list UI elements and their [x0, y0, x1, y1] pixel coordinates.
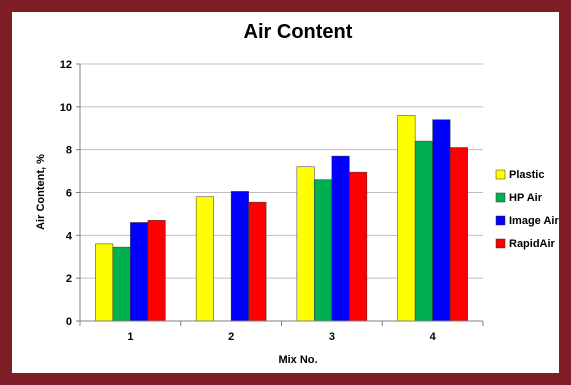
bar — [414, 140, 433, 322]
y-tick-label: 6 — [66, 188, 72, 200]
legend-label: Plastic — [509, 169, 544, 181]
legend-swatch — [495, 215, 506, 226]
x-axis-title: Mix No. — [278, 354, 317, 366]
x-tick-label: 2 — [228, 331, 234, 343]
bar — [112, 246, 131, 322]
y-tick-labels: 0 2 4 6 8 10 12 — [60, 59, 73, 328]
legend: Plastic HP Air Image Air RapidAir — [495, 169, 559, 250]
x-tick-label: 3 — [329, 331, 335, 343]
legend-swatch — [495, 238, 506, 249]
bar — [230, 191, 249, 322]
bar — [397, 115, 416, 322]
bar — [195, 196, 214, 322]
y-tick-label: 0 — [66, 316, 72, 328]
axes — [76, 63, 484, 326]
legend-label: RapidAir — [509, 238, 556, 250]
y-axis-title: Air Content, % — [35, 154, 47, 230]
y-tick-label: 4 — [66, 230, 73, 242]
y-tick-label: 2 — [66, 273, 72, 285]
y-tick-label: 12 — [60, 59, 72, 71]
y-tick-label: 10 — [60, 102, 72, 114]
legend-label: Image Air — [509, 215, 559, 227]
bar — [296, 166, 315, 322]
legend-label: HP Air — [509, 192, 543, 204]
y-tick-label: 8 — [66, 145, 72, 157]
bar — [147, 220, 166, 322]
legend-swatch — [495, 192, 506, 203]
bar — [449, 147, 468, 322]
bar — [130, 222, 149, 322]
bar — [248, 201, 267, 322]
bar — [314, 179, 333, 322]
bar — [349, 171, 368, 322]
x-tick-labels: 1 2 3 4 — [127, 331, 436, 343]
bar — [95, 243, 114, 322]
bar — [331, 155, 350, 322]
x-tick-label: 4 — [430, 331, 437, 343]
bar — [432, 119, 451, 322]
x-tick-label: 1 — [127, 331, 133, 343]
bars — [95, 115, 468, 322]
legend-swatch — [495, 169, 506, 180]
chart-title: Air Content — [244, 21, 353, 43]
